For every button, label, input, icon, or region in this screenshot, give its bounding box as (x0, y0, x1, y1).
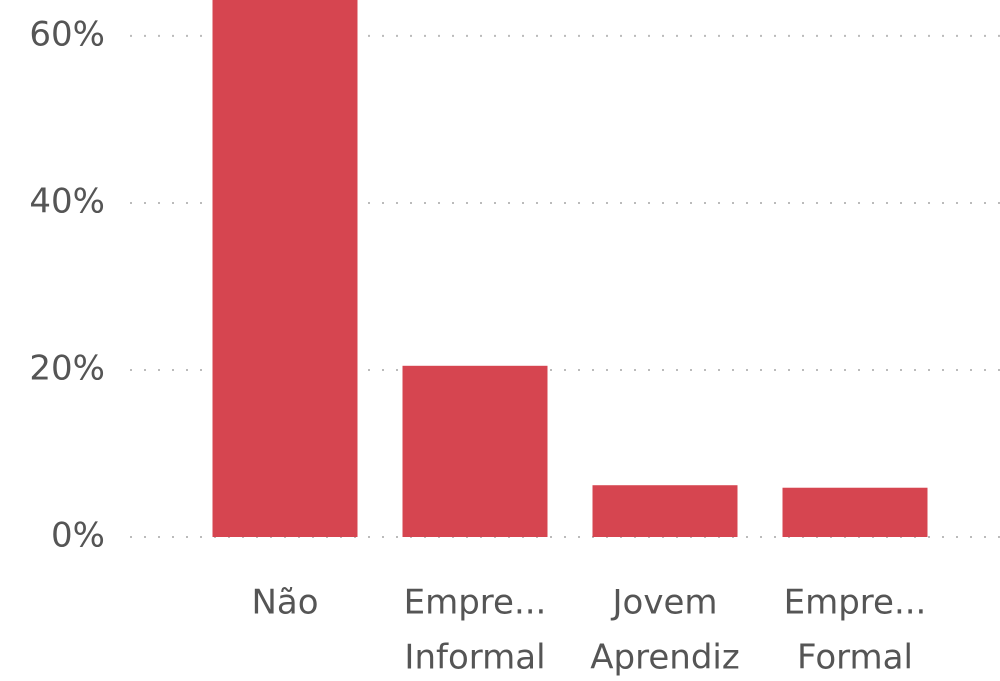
x-tick-label: Não (251, 583, 318, 623)
bar (402, 365, 548, 537)
x-tick-label: Formal (797, 638, 913, 678)
bar (592, 485, 738, 537)
bars (212, 0, 928, 537)
grid (130, 34, 1000, 538)
x-tick-label: Informal (404, 638, 545, 678)
y-tick-label: 40% (29, 181, 105, 221)
x-tick-label: Empre... (404, 583, 547, 623)
x-tick-label: Jovem (611, 583, 718, 623)
y-tick-label: 20% (29, 348, 105, 388)
x-tick-label: Aprendiz (590, 638, 739, 678)
bar (212, 0, 358, 537)
bar (782, 487, 928, 537)
y-tick-label: 60% (29, 14, 105, 54)
y-tick-label: 0% (51, 516, 105, 556)
x-tick-label: Empre... (784, 583, 927, 623)
